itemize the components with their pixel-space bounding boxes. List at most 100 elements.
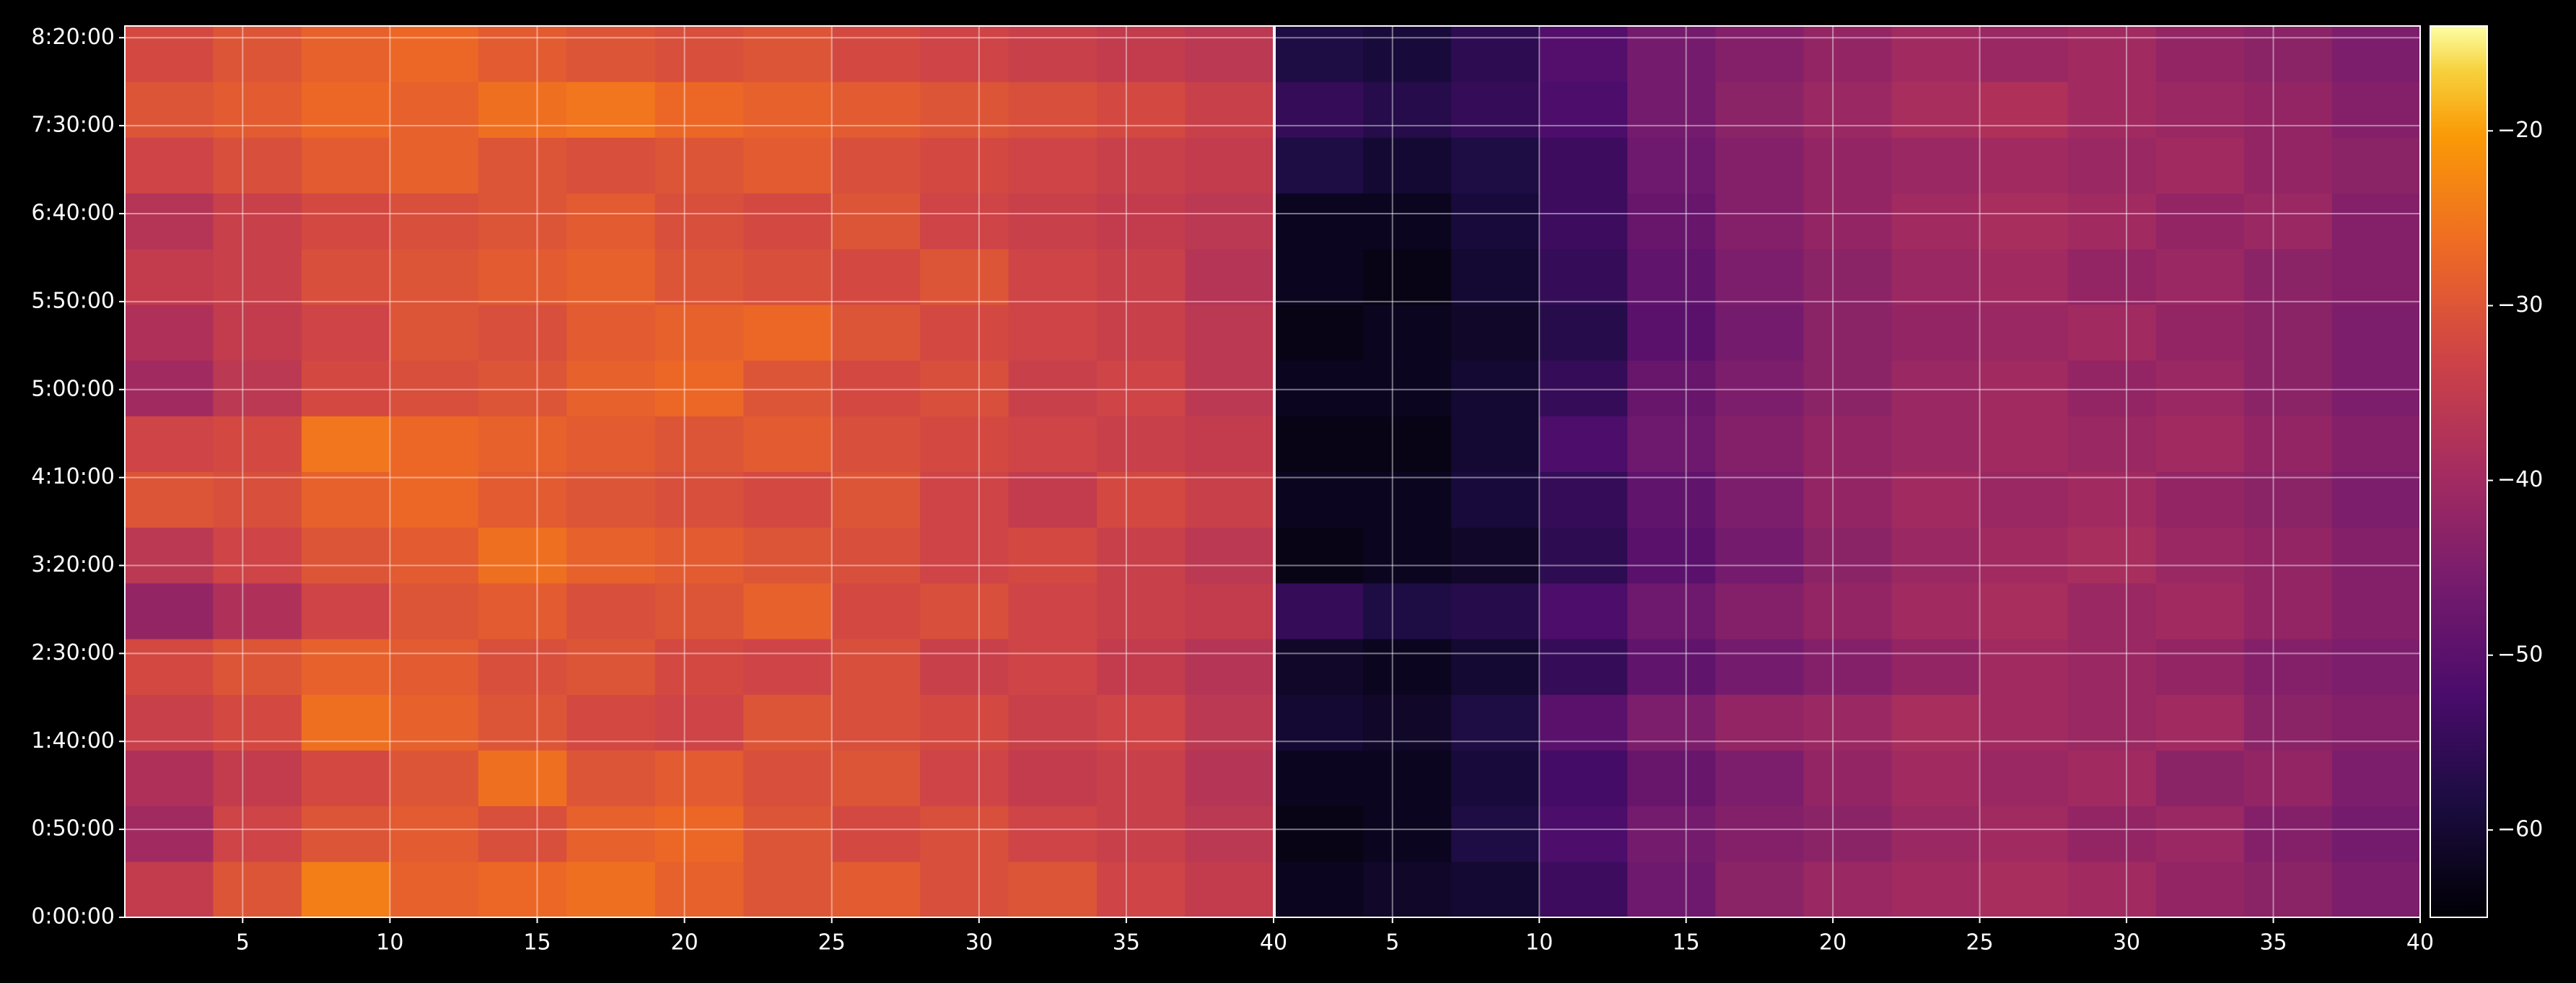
heatmap-cell xyxy=(2067,416,2157,472)
heatmap-cell xyxy=(831,694,921,751)
heatmap-cell xyxy=(2243,193,2333,250)
heatmap-cell xyxy=(2067,805,2157,862)
heatmap-cells xyxy=(1275,26,2421,918)
heatmap-cell xyxy=(1275,582,1364,639)
heatmap-cell xyxy=(1979,527,2069,584)
heatmap-cell xyxy=(1803,193,1893,250)
heatmap-cell xyxy=(2331,26,2421,82)
heatmap-cell xyxy=(390,360,479,416)
heatmap-cell xyxy=(831,248,921,305)
heatmap-cell xyxy=(1275,471,1364,528)
heatmap-cell xyxy=(654,471,744,528)
heatmap-cell xyxy=(390,694,479,751)
x-tick-label: 5 xyxy=(236,930,250,956)
heatmap-cell xyxy=(125,582,214,639)
heatmap-cell xyxy=(125,527,214,584)
heatmap-cell xyxy=(743,360,833,416)
heatmap-cell xyxy=(2155,527,2245,584)
heatmap-cell xyxy=(1275,82,1364,138)
heatmap-cell xyxy=(1275,304,1364,361)
heatmap-cell xyxy=(2155,805,2245,862)
heatmap-cell xyxy=(301,805,390,862)
y-tick-label: 7:30:00 xyxy=(31,113,115,138)
heatmap-cell xyxy=(301,248,390,305)
heatmap-cell xyxy=(478,471,567,528)
heatmap-cell xyxy=(1451,137,1540,194)
heatmap-cell xyxy=(2243,416,2333,472)
heatmap-cell xyxy=(1627,26,1716,82)
heatmap-cell xyxy=(1185,527,1274,584)
heatmap-cell xyxy=(1275,805,1364,862)
heatmap-cell xyxy=(1539,416,1628,472)
heatmap-cell xyxy=(1185,26,1274,82)
heatmap-cell xyxy=(1008,82,1098,138)
heatmap-cell xyxy=(1185,805,1274,862)
heatmap-cell xyxy=(1891,26,1981,82)
heatmap-cell xyxy=(1451,360,1540,416)
heatmap-cell xyxy=(566,193,656,250)
heatmap-cell xyxy=(1803,805,1893,862)
heatmap-cell xyxy=(1185,248,1274,305)
y-tick-label: 1:40:00 xyxy=(31,728,115,753)
heatmap-cell xyxy=(125,471,214,528)
heatmap-cell xyxy=(213,527,302,584)
heatmap-cell xyxy=(1627,582,1716,639)
heatmap-cell xyxy=(1185,639,1274,695)
heatmap-cell xyxy=(1275,193,1364,250)
heatmap-cell xyxy=(1363,805,1452,862)
heatmap-cell xyxy=(831,360,921,416)
heatmap-cell xyxy=(1275,137,1364,194)
heatmap-cell xyxy=(125,193,214,250)
heatmap-cell xyxy=(1008,248,1098,305)
heatmap-cell xyxy=(301,193,390,250)
heatmap-cell xyxy=(831,304,921,361)
heatmap-cell xyxy=(566,527,656,584)
heatmap-cell xyxy=(743,248,833,305)
heatmap-cell xyxy=(1891,694,1981,751)
heatmap-cell xyxy=(743,471,833,528)
heatmap-cell xyxy=(831,137,921,194)
heatmap-cell xyxy=(1715,304,1804,361)
heatmap-cell xyxy=(2243,805,2333,862)
x-tick-label: 20 xyxy=(670,930,698,956)
heatmap-cell xyxy=(1363,416,1452,472)
heatmap-cell xyxy=(1803,26,1893,82)
heatmap-cell xyxy=(920,360,1009,416)
y-tick-label: 2:30:00 xyxy=(31,640,115,665)
heatmap-cell xyxy=(2067,26,2157,82)
heatmap-cell xyxy=(1275,750,1364,807)
heatmap-cell xyxy=(478,137,567,194)
heatmap-cell xyxy=(1275,861,1364,918)
heatmap-cell xyxy=(2243,248,2333,305)
heatmap-cell xyxy=(1979,639,2069,695)
heatmap-cell xyxy=(831,527,921,584)
y-tick-label: 8:20:00 xyxy=(31,25,115,50)
heatmap-cell xyxy=(1715,248,1804,305)
heatmap-cell xyxy=(2243,82,2333,138)
heatmap-cell xyxy=(1185,304,1274,361)
heatmap-cell xyxy=(478,639,567,695)
heatmap-cell xyxy=(2243,694,2333,751)
heatmap-cell xyxy=(478,26,567,82)
heatmap-cell xyxy=(920,304,1009,361)
heatmap-cell xyxy=(566,750,656,807)
heatmap-cell xyxy=(920,582,1009,639)
heatmap-cell xyxy=(125,416,214,472)
heatmap-cell xyxy=(654,861,744,918)
heatmap-cell xyxy=(390,750,479,807)
heatmap-cell xyxy=(1979,360,2069,416)
x-tick-label: 5 xyxy=(1385,930,1399,956)
heatmap-cell xyxy=(1008,137,1098,194)
heatmap-cell xyxy=(920,471,1009,528)
heatmap-cell xyxy=(1627,750,1716,807)
heatmap-cell xyxy=(654,26,744,82)
heatmap-cell xyxy=(1451,193,1540,250)
heatmap-cell xyxy=(478,304,567,361)
heatmap-cell xyxy=(1891,304,1981,361)
heatmap-cell xyxy=(1097,582,1186,639)
heatmap-cell xyxy=(301,861,390,918)
heatmap-cell xyxy=(478,582,567,639)
heatmap-cell xyxy=(125,82,214,138)
heatmap-cell xyxy=(301,639,390,695)
heatmap-cell xyxy=(1539,750,1628,807)
